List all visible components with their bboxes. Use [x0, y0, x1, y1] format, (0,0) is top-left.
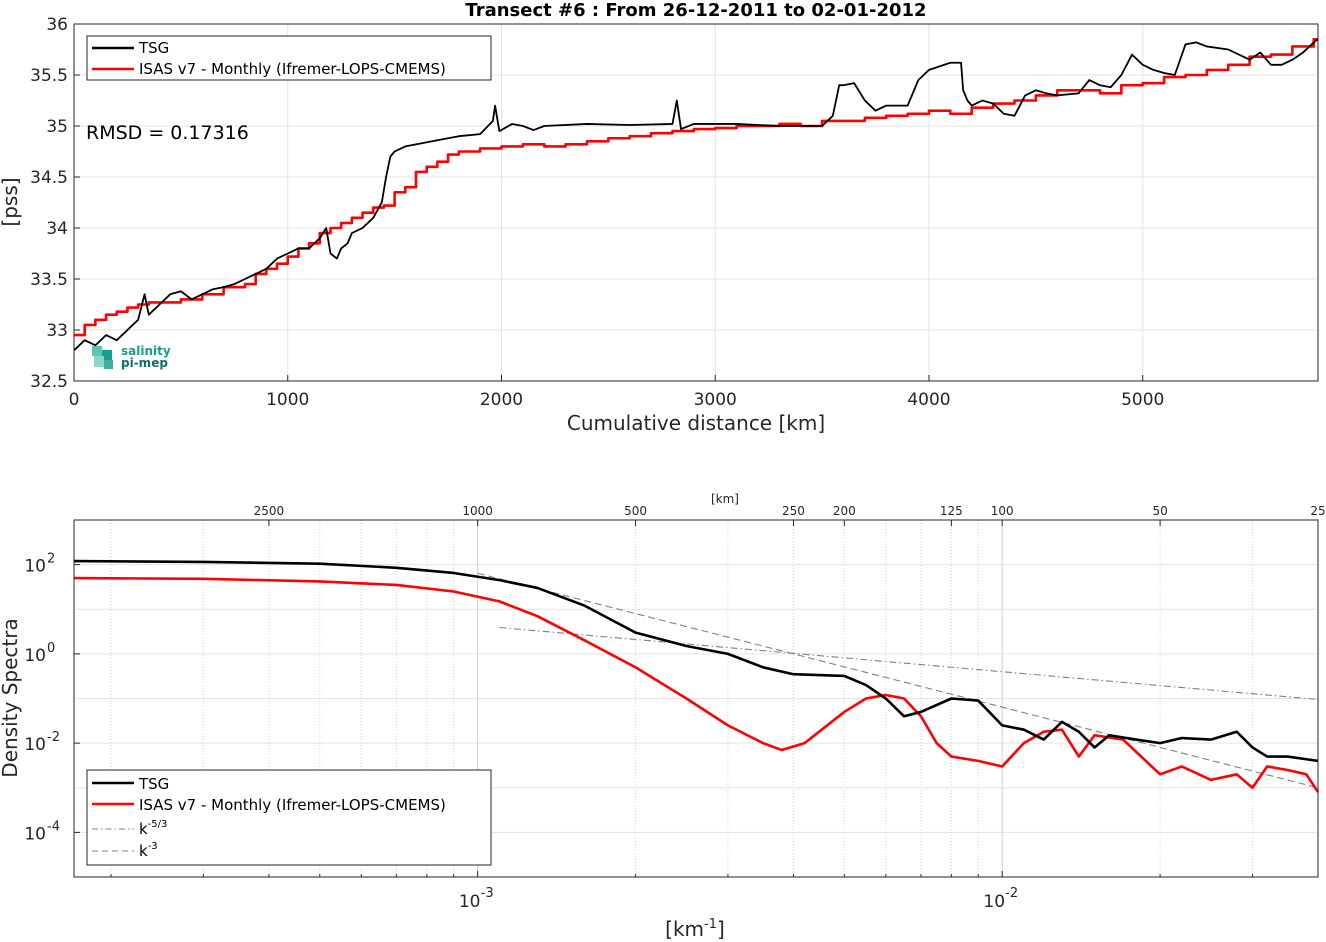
bottom-top-tick-label: 500: [624, 504, 647, 518]
bottom-y-tick-exponent: -2: [47, 730, 60, 745]
top-y-tick-label: 35: [46, 117, 68, 137]
top-x-tick-label: 1000: [266, 390, 309, 410]
bottom-y-tick-label: 10: [24, 646, 46, 666]
top-x-tick-label: 4000: [907, 390, 950, 410]
top-series-isas-line: [74, 38, 1318, 337]
bottom-y-tick-label: 10: [24, 557, 46, 577]
logo-line2: pi-mep: [121, 356, 168, 370]
top-legend-label-isas: ISAS v7 - Monthly (Ifremer-LOPS-CMEMS): [139, 60, 446, 78]
bottom-y-tick-label: 10: [24, 824, 46, 844]
top-y-tick-label: 33: [46, 321, 68, 341]
top-x-tick-label: 5000: [1121, 390, 1164, 410]
top-plot-frame: [73, 23, 1319, 382]
top-plot-area: [74, 24, 1318, 381]
bottom-top-tick-label: 1000: [462, 504, 493, 518]
top-y-tick-label: 33.5: [30, 270, 68, 290]
bottom-y-tick-exponent: 0: [47, 641, 55, 656]
bottom-y-tick-exponent: -4: [47, 819, 60, 834]
top-y-tick-label: 34: [46, 219, 68, 239]
top-legend: TSG ISAS v7 - Monthly (Ifremer-LOPS-CMEM…: [86, 35, 492, 81]
bottom-legend-label-tsg: TSG: [138, 775, 169, 793]
bottom-legend-label-k53: k-5/3: [139, 819, 167, 838]
top-x-tick-label: 0: [69, 390, 80, 410]
bottom-series-k3-line: [477, 572, 1319, 789]
top-y-tick-label: 35.5: [30, 66, 68, 86]
bottom-top-tick-label: 100: [991, 504, 1014, 518]
bottom-plot-frame: [73, 519, 1319, 878]
bottom-x-tick-exponent: -2: [1005, 886, 1018, 901]
top-ticks: 0 1000 2000 3000 4000 5000 32.5 33 33.5 34 34.5 35 3…: [30, 15, 1164, 410]
logo-line1: salinity: [121, 344, 171, 358]
bottom-series: [73, 559, 1320, 793]
bottom-top-tick-label: 125: [940, 504, 963, 518]
top-y-axis-label: [pss]: [0, 177, 22, 226]
bottom-y-tick-exponent: 2: [47, 552, 55, 567]
salinity-pimep-logo: salinity pi-mep: [92, 344, 171, 370]
bottom-y-axis-label: Density Spectra: [0, 618, 22, 777]
top-chart: Transect #6 : From 26-12-2011 to 02-01-2…: [0, 0, 1319, 435]
bottom-legend-box: [86, 769, 492, 866]
bottom-x-tick-label: 10: [983, 892, 1005, 912]
logo-mark-icon: [92, 346, 113, 369]
top-series-tsg-line: [73, 38, 1319, 352]
bottom-series-tsg-line: [73, 559, 1319, 763]
top-y-tick-label: 36: [46, 15, 68, 35]
bottom-legend-label-k3: k-3: [139, 841, 158, 860]
bottom-legend-label-isas: ISAS v7 - Monthly (Ifremer-LOPS-CMEMS): [139, 796, 446, 814]
bottom-top-tick-label: 200: [833, 504, 856, 518]
bottom-x-tick-exponent: -3: [481, 886, 494, 901]
bottom-y-tick-label: 10: [24, 735, 46, 755]
top-legend-label-tsg: TSG: [138, 39, 169, 57]
bottom-top-tick-label: 2500: [254, 504, 285, 518]
bottom-top-tick-label: 50: [1152, 504, 1167, 518]
top-chart-title: Transect #6 : From 26-12-2011 to 02-01-2…: [465, 0, 926, 21]
bottom-legend: TSG ISAS v7 - Monthly (Ifremer-LOPS-CMEM…: [86, 769, 492, 866]
bottom-series-k53-line: [499, 626, 1319, 701]
top-series: [73, 38, 1319, 352]
bottom-top-axis-label: [km]: [711, 492, 739, 506]
top-x-axis-label: Cumulative distance [km]: [567, 411, 825, 435]
top-x-tick-label: 3000: [694, 390, 737, 410]
top-legend-box: [86, 35, 492, 81]
top-y-tick-label: 34.5: [30, 168, 68, 188]
top-y-tick-label: 32.5: [30, 372, 68, 392]
bottom-x-axis-label: [km-1]: [665, 917, 725, 941]
bottom-top-tick-label: 250: [782, 504, 805, 518]
rmsd-annotation: RMSD = 0.17316: [86, 122, 249, 144]
bottom-x-tick-label: 10: [459, 892, 481, 912]
bottom-series-isas-line: [73, 576, 1320, 793]
top-x-tick-label: 2000: [480, 390, 523, 410]
bottom-top-tick-label: 25: [1310, 504, 1325, 518]
